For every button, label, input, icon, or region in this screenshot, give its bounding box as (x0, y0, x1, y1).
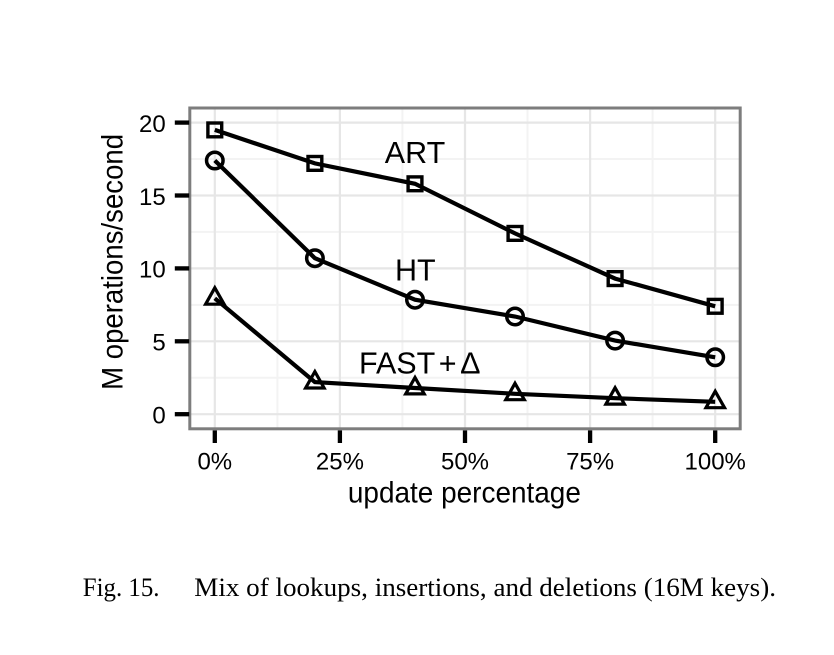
svg-text:25%: 25% (316, 449, 364, 476)
svg-text:10: 10 (139, 257, 166, 284)
svg-text:ART: ART (385, 136, 445, 170)
svg-text:M operations/second: M operations/second (97, 134, 130, 390)
svg-text:0%: 0% (197, 449, 232, 476)
svg-text:Mix of lookups, insertions, an: Mix of lookups, insertions, and deletion… (194, 572, 776, 602)
svg-text:0: 0 (152, 403, 165, 430)
svg-text:HT: HT (395, 253, 436, 287)
svg-text:FAST+Δ: FAST + Δ (359, 347, 480, 381)
svg-text:100%: 100% (685, 449, 746, 476)
svg-text:5: 5 (152, 330, 165, 357)
svg-text:75%: 75% (566, 449, 614, 476)
svg-text:15: 15 (139, 184, 166, 211)
svg-text:50%: 50% (441, 449, 489, 476)
svg-text:20: 20 (139, 111, 166, 138)
svg-text:Fig. 15.: Fig. 15. (83, 572, 160, 602)
svg-text:update percentage: update percentage (348, 476, 581, 509)
